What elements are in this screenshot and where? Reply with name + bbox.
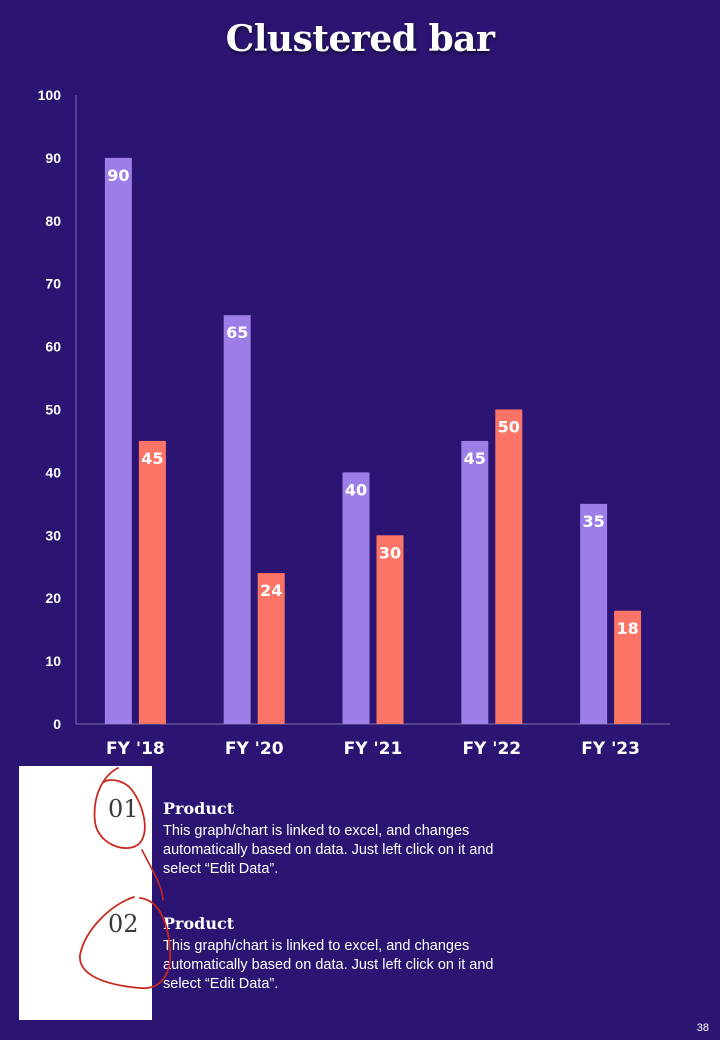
data-label: 65 <box>226 323 248 342</box>
data-label: 24 <box>260 581 282 600</box>
page-number: 38 <box>696 1022 709 1034</box>
data-label: 35 <box>582 512 604 531</box>
bar-series1 <box>104 157 132 724</box>
y-tick-label: 20 <box>45 590 61 606</box>
data-label: 18 <box>616 619 638 638</box>
bar-series1 <box>461 440 489 724</box>
x-tick-label: FY '22 <box>462 739 521 759</box>
item-heading-2: Product <box>163 914 235 933</box>
y-tick-label: 30 <box>45 527 61 543</box>
data-label: 50 <box>498 418 520 437</box>
y-tick-label: 80 <box>45 213 61 229</box>
bar-series2 <box>614 610 642 724</box>
y-tick-label: 100 <box>38 87 62 103</box>
item-heading-1: Product <box>163 799 235 818</box>
x-tick-label: FY '23 <box>581 739 640 759</box>
item-number-1: 01 <box>108 795 139 823</box>
bar-series1 <box>223 315 251 724</box>
bar-series2 <box>376 535 404 724</box>
data-label: 45 <box>141 449 163 468</box>
clustered-bar-chart: 0 10 20 30 40 50 60 70 80 90 100 90 45 FY '18 65 24 FY '… <box>38 87 670 759</box>
y-tick-label: 40 <box>45 464 61 480</box>
x-tick-label: FY '21 <box>344 739 403 759</box>
item-text-2: This graph/chart is linked to excel, and… <box>163 938 494 992</box>
bar-series2 <box>495 409 523 724</box>
y-tick-label: 50 <box>45 402 61 418</box>
data-label: 30 <box>379 543 401 562</box>
bar-series2 <box>257 573 285 724</box>
y-tick-label: 90 <box>45 150 61 166</box>
y-tick-label: 0 <box>53 716 61 732</box>
data-label: 90 <box>107 166 129 185</box>
bar-series2 <box>138 440 166 724</box>
x-tick-label: FY '18 <box>106 739 165 759</box>
y-tick-label: 10 <box>45 653 61 669</box>
x-tick-label: FY '20 <box>225 739 284 759</box>
y-tick-label: 70 <box>45 276 61 292</box>
data-label: 40 <box>345 480 367 499</box>
data-label: 45 <box>464 449 486 468</box>
item-number-2: 02 <box>108 910 139 938</box>
chart-title: Clustered bar <box>225 18 495 60</box>
bar-series1 <box>580 503 608 724</box>
bar-series1 <box>342 472 370 724</box>
item-text-1: This graph/chart is linked to excel, and… <box>163 823 494 877</box>
y-tick-label: 60 <box>45 339 61 355</box>
